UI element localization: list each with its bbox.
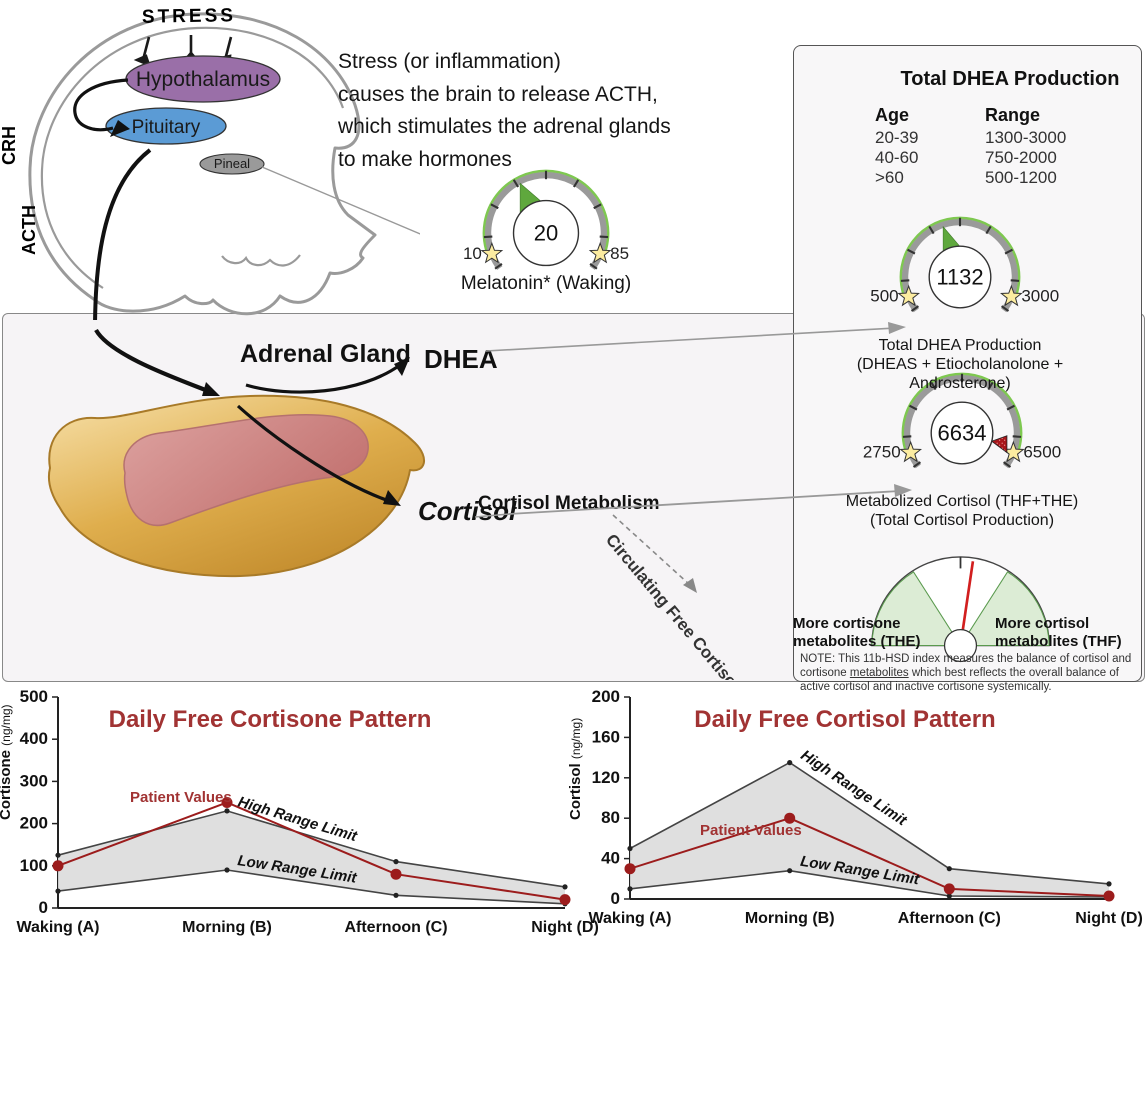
svg-text:Patient Values: Patient Values: [700, 822, 802, 839]
svg-text:200: 200: [592, 687, 620, 706]
svg-text:3000: 3000: [1021, 287, 1059, 306]
svg-text:Daily Free Cortisone Pattern: Daily Free Cortisone Pattern: [109, 706, 432, 733]
svg-text:0: 0: [611, 889, 620, 908]
svg-text:Cortisone (ng/mg): Cortisone (ng/mg): [0, 704, 14, 820]
svg-text:CRH: CRH: [0, 126, 19, 165]
svg-text:6500: 6500: [1023, 443, 1061, 462]
svg-text:Circulating Free Cortisol: Circulating Free Cortisol: [602, 530, 744, 680]
svg-text:120: 120: [592, 768, 620, 787]
svg-text:200: 200: [20, 814, 48, 833]
svg-text:100: 100: [20, 856, 48, 875]
svg-text:6634: 6634: [938, 420, 987, 445]
svg-text:400: 400: [20, 729, 48, 748]
svg-text:Pineal: Pineal: [214, 156, 250, 171]
svg-text:Adrenal Gland: Adrenal Gland: [240, 340, 411, 368]
svg-text:1132: 1132: [936, 264, 983, 289]
svg-text:Afternoon (C): Afternoon (C): [898, 910, 1001, 927]
svg-text:85: 85: [610, 244, 629, 263]
svg-text:Cortisol (ng/mg): Cortisol (ng/mg): [567, 718, 584, 820]
svg-text:Night (D): Night (D): [1075, 910, 1143, 927]
svg-text:500: 500: [870, 287, 898, 306]
svg-text:Patient Values: Patient Values: [130, 789, 232, 806]
svg-text:Morning (B): Morning (B): [182, 919, 272, 936]
svg-text:20: 20: [534, 220, 558, 245]
svg-text:STRESS: STRESS: [142, 5, 236, 28]
svg-text:Afternoon (C): Afternoon (C): [344, 919, 447, 936]
svg-text:10: 10: [463, 244, 482, 263]
svg-text:160: 160: [592, 727, 620, 746]
svg-text:Hypothalamus: Hypothalamus: [136, 68, 270, 91]
svg-text:500: 500: [20, 687, 48, 706]
svg-text:Morning (B): Morning (B): [745, 910, 835, 927]
svg-text:ACTH: ACTH: [19, 205, 39, 255]
svg-text:40: 40: [601, 849, 620, 868]
svg-text:Pituitary: Pituitary: [132, 117, 201, 138]
svg-text:2750: 2750: [863, 443, 901, 462]
svg-text:Daily Free Cortisol Pattern: Daily Free Cortisol Pattern: [694, 706, 995, 733]
svg-text:Waking (A): Waking (A): [17, 919, 100, 936]
svg-text:DHEA: DHEA: [424, 344, 498, 374]
svg-text:80: 80: [601, 808, 620, 827]
svg-text:0: 0: [39, 898, 48, 917]
svg-text:Waking (A): Waking (A): [589, 910, 672, 927]
svg-text:300: 300: [20, 771, 48, 790]
